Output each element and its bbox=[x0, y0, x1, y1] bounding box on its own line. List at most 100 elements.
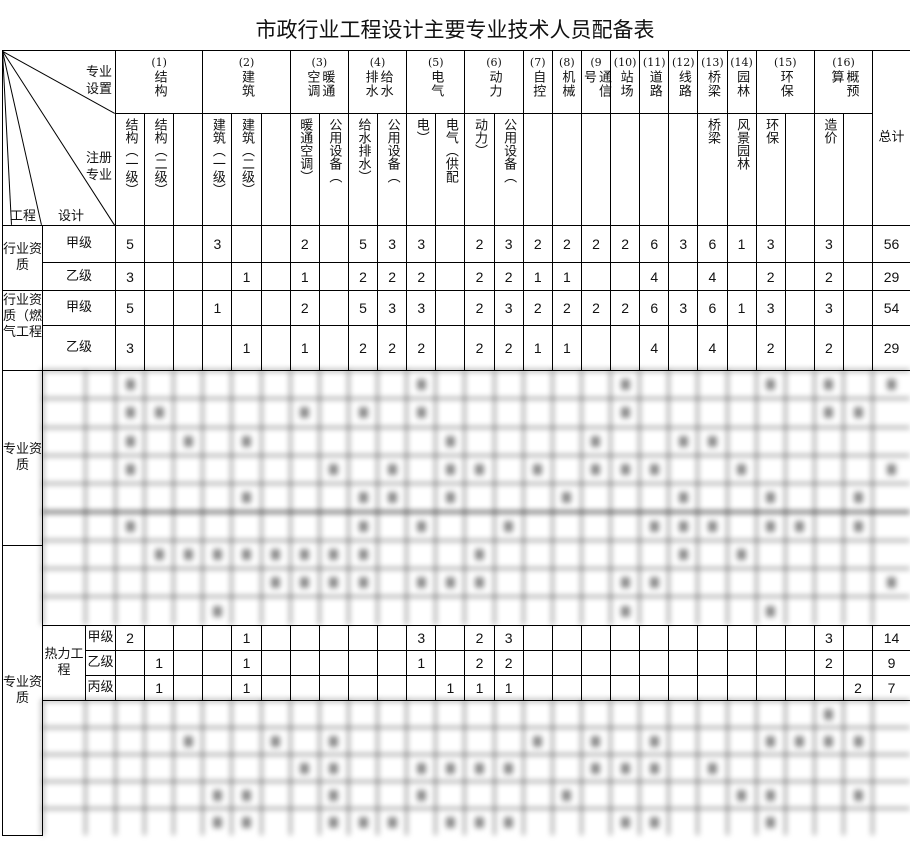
value-cell: 4 bbox=[639, 262, 670, 291]
redacted-mark bbox=[358, 520, 368, 532]
subheader-cell bbox=[668, 113, 699, 226]
value-cell bbox=[347, 650, 379, 676]
redacted-cell bbox=[726, 398, 757, 428]
value-cell bbox=[173, 675, 204, 701]
redacted-mark bbox=[678, 520, 688, 532]
subheader-label: 环保 bbox=[763, 118, 779, 144]
redacted-cell bbox=[610, 483, 641, 513]
row-group-industry-gas: 行业资质（燃气工程 bbox=[2, 290, 43, 371]
value-cell bbox=[173, 290, 204, 326]
redacted-mark bbox=[125, 407, 135, 419]
redacted-cell bbox=[42, 483, 86, 513]
value-cell bbox=[377, 650, 408, 676]
subheader-label: 动力） bbox=[471, 118, 487, 157]
group-name: 园林 bbox=[734, 70, 750, 98]
value-cell: 1 bbox=[551, 325, 582, 371]
redacted-cell bbox=[784, 596, 815, 625]
redacted-cell bbox=[85, 539, 116, 570]
redacted-cell bbox=[406, 727, 437, 755]
redacted-cell bbox=[580, 700, 612, 728]
redacted-cell bbox=[580, 596, 612, 625]
group-header-9: (9 通信号 bbox=[580, 50, 612, 114]
redacted-cell bbox=[289, 454, 320, 485]
redacted-cell bbox=[639, 700, 670, 728]
redacted-cell bbox=[610, 700, 641, 728]
value-cell bbox=[144, 325, 175, 371]
redacted-mark bbox=[242, 492, 252, 504]
value-cell bbox=[784, 225, 815, 263]
value-cell: 5 bbox=[347, 290, 379, 326]
redacted-mark bbox=[475, 548, 484, 560]
redacted-mark bbox=[358, 407, 368, 419]
redacted-cell bbox=[144, 568, 175, 598]
value-cell: 2 bbox=[580, 290, 612, 326]
group-number: (16) bbox=[832, 56, 855, 69]
value-cell bbox=[784, 650, 815, 676]
redacted-cell bbox=[173, 754, 204, 782]
redacted-cell bbox=[173, 568, 204, 598]
value-cell bbox=[144, 262, 175, 291]
redacted-mark bbox=[591, 464, 601, 476]
redacted-cell bbox=[85, 700, 116, 728]
redacted-cell bbox=[580, 483, 612, 513]
redacted-cell bbox=[755, 539, 786, 570]
redacted-cell bbox=[115, 568, 146, 598]
redacted-cell bbox=[784, 539, 815, 570]
redacted-cell bbox=[260, 370, 291, 400]
redacted-mark bbox=[416, 577, 426, 589]
value-cell: 3 bbox=[755, 290, 786, 326]
value-cell bbox=[813, 675, 844, 701]
redacted-cell bbox=[522, 781, 553, 809]
value-cell bbox=[784, 325, 815, 371]
redacted-cell bbox=[231, 700, 262, 728]
redacted-cell bbox=[813, 568, 844, 598]
value-cell: 2 bbox=[755, 262, 786, 291]
redacted-cell bbox=[697, 370, 728, 400]
redacted-cell bbox=[406, 596, 437, 625]
row-group-specialty-2: 专业资质 bbox=[2, 545, 43, 836]
redacted-mark bbox=[853, 789, 863, 801]
redacted-mark bbox=[475, 464, 484, 476]
redacted-mark bbox=[504, 520, 514, 532]
value-cell: 1 bbox=[202, 290, 233, 326]
value-cell bbox=[580, 262, 612, 291]
subheader-label: 给水排水） bbox=[355, 118, 371, 183]
redacted-cell bbox=[115, 781, 146, 809]
redacted-cell bbox=[231, 754, 262, 782]
value-cell: 6 bbox=[697, 290, 728, 326]
value-cell: 2 bbox=[813, 325, 844, 371]
grade-label: 甲级 bbox=[42, 290, 116, 326]
redacted-mark bbox=[795, 735, 805, 747]
value-cell bbox=[115, 650, 146, 676]
redacted-mark bbox=[737, 789, 747, 801]
group-name: 线路 bbox=[675, 70, 691, 98]
redacted-cell bbox=[493, 454, 524, 485]
subheader-cell bbox=[639, 113, 670, 226]
value-cell: 1 bbox=[551, 262, 582, 291]
value-cell bbox=[522, 625, 553, 651]
redacted-cell bbox=[173, 781, 204, 809]
value-cell: 3 bbox=[493, 225, 524, 263]
redacted-cell bbox=[784, 454, 815, 485]
redacted-cell bbox=[202, 511, 233, 541]
redacted-cell bbox=[377, 426, 408, 456]
value-cell: 2 bbox=[493, 650, 524, 676]
value-cell: 3 bbox=[668, 290, 699, 326]
subheader-cell: 结构（一级） bbox=[115, 113, 146, 226]
subheader-cell: 风景园林 bbox=[726, 113, 757, 226]
redacted-mark bbox=[766, 492, 776, 504]
redacted-cell bbox=[435, 398, 466, 428]
value-cell bbox=[697, 625, 728, 651]
redacted-cell bbox=[144, 808, 175, 835]
redacted-cell bbox=[42, 568, 86, 598]
redacted-mark bbox=[387, 464, 397, 476]
value-cell: 5 bbox=[347, 225, 379, 263]
redacted-cell bbox=[872, 511, 910, 541]
redacted-mark bbox=[358, 816, 368, 828]
value-cell bbox=[406, 675, 437, 701]
group-header-5: (5) 电气 bbox=[406, 50, 466, 114]
group-number: (4) bbox=[369, 56, 386, 69]
redacted-mark bbox=[766, 605, 776, 617]
redacted-cell bbox=[464, 727, 495, 755]
redacted-cell bbox=[551, 539, 582, 570]
